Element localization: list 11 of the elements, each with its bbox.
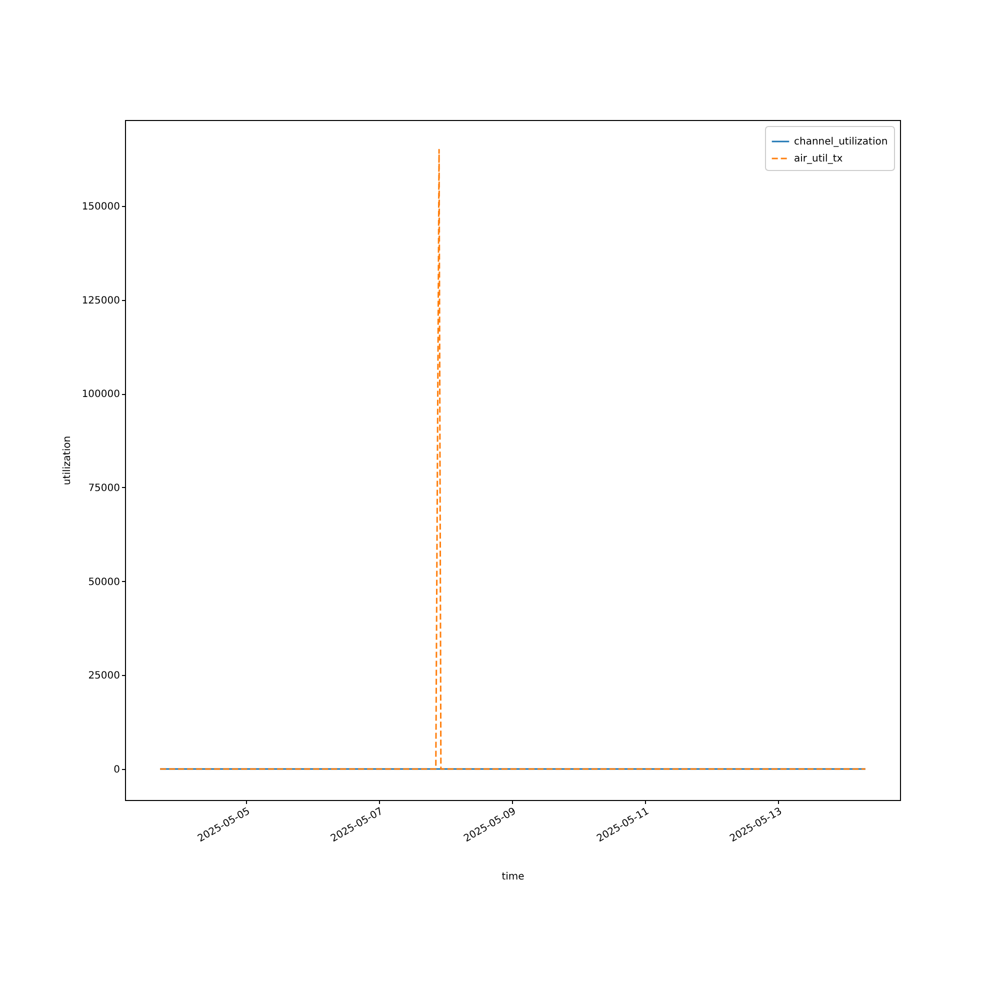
y-tick-label: 50000: [88, 576, 120, 588]
y-tick-label: 100000: [82, 389, 120, 400]
y-tick-label: 75000: [88, 482, 120, 494]
legend-label: channel_utilization: [794, 136, 888, 148]
y-axis-title: utilization: [62, 436, 73, 486]
legend-label: air_util_tx: [794, 154, 843, 164]
x-axis-title: time: [502, 872, 524, 883]
y-tick-label: 0: [114, 764, 120, 776]
y-tick-label: 150000: [82, 201, 120, 212]
y-tick-label: 125000: [82, 295, 120, 306]
y-tick-label: 25000: [88, 670, 120, 682]
